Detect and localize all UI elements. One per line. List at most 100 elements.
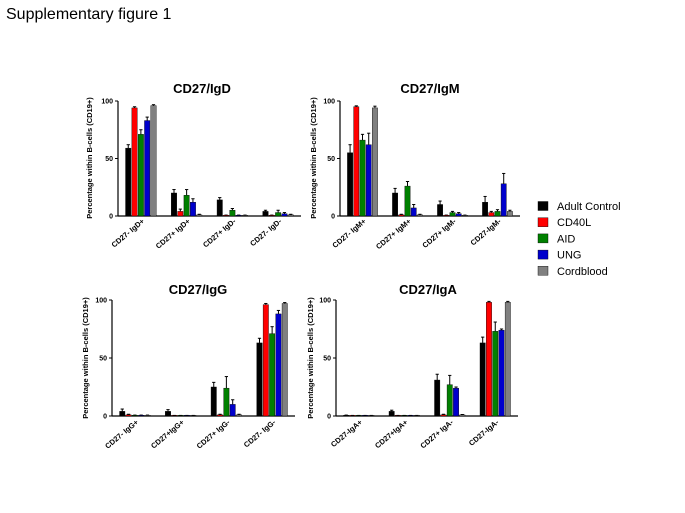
bar: [440, 414, 447, 417]
y-tick-label: 50: [323, 356, 331, 363]
bar: [347, 152, 353, 217]
bar: [437, 204, 443, 217]
bar: [217, 414, 223, 417]
x-category-label: CD27+ IgG-: [195, 417, 232, 450]
bar: [150, 105, 157, 217]
bar: [281, 303, 288, 417]
legend-label: Cordblood: [557, 266, 608, 278]
bar: [262, 211, 269, 217]
bar: [504, 302, 511, 417]
bar: [446, 384, 453, 417]
bar: [453, 387, 459, 417]
x-category-label: CD27- IgG+: [103, 417, 140, 450]
bar: [488, 212, 495, 217]
bar: [449, 212, 456, 217]
bar: [404, 185, 411, 217]
bar: [359, 139, 366, 217]
bar: [144, 120, 151, 217]
legend-swatch: [537, 266, 549, 276]
bar: [177, 211, 184, 217]
x-category-label: CD27+ IgD+: [154, 216, 193, 250]
legend-swatch: [537, 233, 549, 244]
bar: [229, 210, 236, 217]
panel-title: CD27/IgM: [400, 81, 459, 96]
panel-title: CD27/IgD: [173, 81, 231, 96]
bar: [223, 387, 230, 417]
bar: [275, 212, 282, 217]
bar: [262, 304, 269, 417]
bar: [417, 214, 423, 217]
y-tick-label: 0: [327, 414, 331, 421]
bar: [131, 107, 138, 217]
bar: [459, 414, 466, 417]
y-tick-label: 100: [101, 99, 113, 106]
bar: [281, 213, 288, 217]
legend-swatch: [537, 249, 549, 260]
y-tick-label: 50: [105, 156, 113, 163]
y-axis-label: Percentage within B-cells (CD19+): [309, 97, 318, 219]
bar: [498, 329, 505, 417]
legend-swatch: [537, 217, 549, 227]
y-axis-label: Percentage within B-cells (CD19+): [85, 97, 94, 219]
y-tick-label: 0: [331, 214, 335, 221]
legend-label: CD40L: [557, 217, 591, 229]
bar: [210, 386, 217, 417]
x-category-label: CD27-IgA-: [467, 417, 501, 448]
bar: [119, 411, 126, 417]
bar: [196, 214, 203, 217]
y-tick-label: 100: [319, 298, 331, 305]
bar: [183, 195, 190, 217]
legend-swatch: [537, 201, 549, 211]
bar: [434, 379, 441, 417]
bar: [353, 106, 360, 217]
y-tick-label: 100: [95, 298, 107, 305]
bar: [287, 214, 294, 217]
y-axis-label: Percentage within B-cells (CD19+): [306, 297, 315, 419]
x-category-label: CD27- IgM+: [331, 216, 369, 250]
bar: [365, 144, 372, 217]
figure-title: Supplementary figure 1: [6, 6, 172, 23]
bar: [482, 201, 488, 217]
y-axis-label: Percentage within B-cells (CD19+): [81, 297, 90, 419]
x-category-label: CD27- IgG-: [242, 417, 278, 449]
bar: [229, 404, 236, 417]
bar: [216, 199, 223, 217]
y-tick-label: 0: [103, 414, 107, 421]
panel-title: CD27/IgG: [169, 282, 228, 297]
panel-title: CD27/IgA: [399, 282, 457, 297]
bar: [256, 342, 263, 417]
bar: [236, 414, 242, 417]
bar: [137, 134, 144, 217]
bar: [125, 414, 132, 417]
legend-label: Adult Control: [557, 201, 621, 213]
bar: [494, 211, 501, 217]
bar: [486, 302, 492, 417]
x-category-label: CD27-IgA+: [329, 417, 364, 449]
x-category-label: CD27+ IgM+: [374, 216, 413, 251]
bar: [372, 107, 378, 217]
y-tick-label: 0: [109, 214, 113, 221]
bar: [275, 313, 282, 417]
bar: [388, 411, 395, 417]
x-category-label: CD27+ IgA-: [418, 417, 455, 450]
y-tick-label: 50: [99, 356, 107, 363]
x-category-label: CD27+ IgD-: [201, 216, 238, 249]
x-category-label: CD27-IgM-: [469, 216, 504, 247]
legend-label: AID: [557, 233, 575, 245]
bar: [125, 147, 132, 217]
bar: [392, 192, 398, 217]
bar: [165, 411, 171, 417]
bar: [398, 214, 405, 217]
legend-label: UNG: [557, 250, 581, 262]
bar: [492, 331, 499, 417]
bar: [410, 207, 417, 217]
y-tick-label: 50: [327, 156, 335, 163]
x-category-label: CD27+IgA+: [373, 417, 410, 450]
y-tick-label: 100: [323, 99, 335, 106]
bar: [171, 192, 177, 217]
x-category-label: CD27+ IgM-: [421, 216, 459, 250]
bar: [500, 183, 507, 217]
x-category-label: CD27- IgD-: [248, 216, 284, 248]
bar: [269, 333, 276, 417]
